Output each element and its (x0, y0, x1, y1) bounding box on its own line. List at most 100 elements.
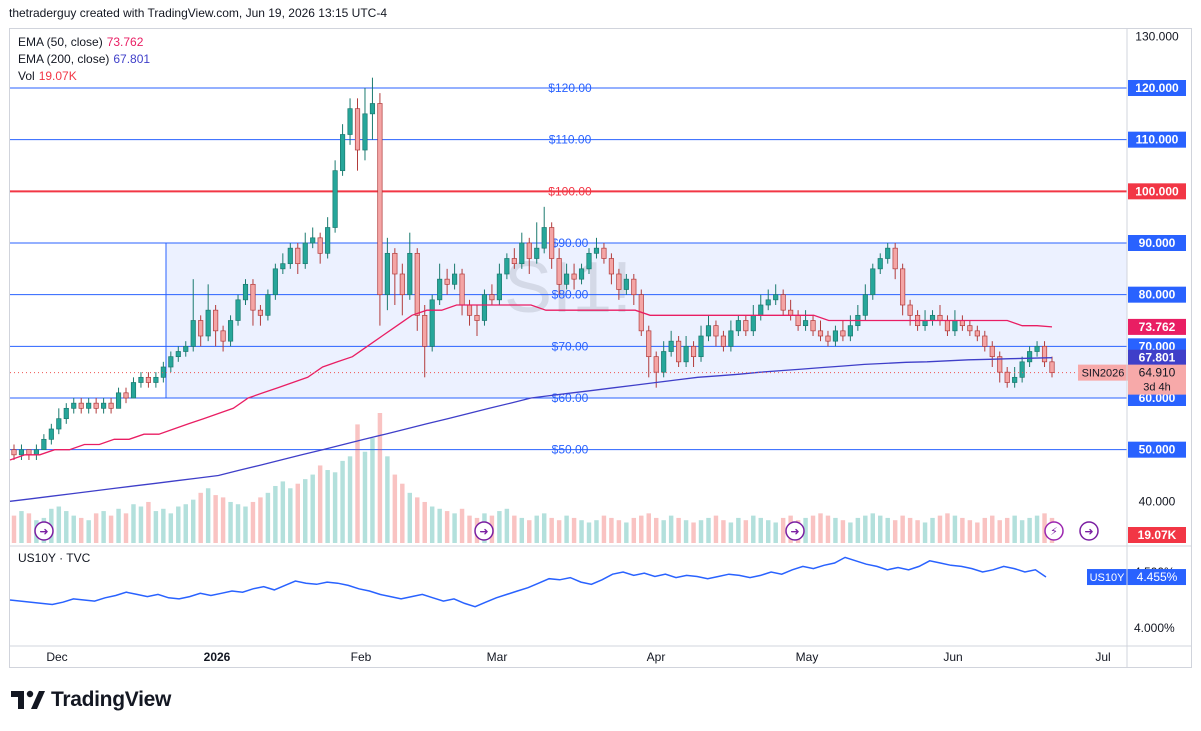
candle-body (750, 314, 756, 332)
candle-body (280, 263, 286, 270)
candle-body (41, 438, 47, 451)
volume-bar (915, 520, 920, 543)
candle-body (123, 392, 129, 399)
candle-body (511, 258, 517, 265)
candle-body (325, 227, 331, 254)
volume-bar (773, 522, 778, 543)
chart-header: thetraderguy created with TradingView.co… (9, 6, 387, 20)
volume-bar (429, 506, 435, 543)
candle-body (250, 283, 256, 311)
candle-body (459, 273, 465, 306)
volume-bar (332, 472, 338, 543)
volume-bar (198, 492, 203, 543)
volume-bar (713, 515, 719, 543)
ema50-line (9, 304, 1053, 461)
volume-bar (848, 522, 853, 543)
candle-body (668, 340, 674, 352)
candle-body (937, 314, 943, 321)
volume-bar (11, 515, 17, 543)
ema200-legend[interactable]: EMA (200, close) 67.801 (18, 51, 150, 68)
ema50-legend[interactable]: EMA (50, close) 73.762 (18, 34, 143, 51)
candle-body (429, 299, 435, 347)
candle-body (220, 330, 226, 342)
symbol-badge (1078, 364, 1128, 381)
volume-bar (758, 517, 763, 543)
tradingview-logo[interactable]: TradingView (11, 688, 171, 712)
candle-body (623, 278, 629, 290)
volume-bar (990, 515, 995, 543)
volume-bar (892, 520, 898, 543)
volume-bar (123, 513, 129, 543)
y-tick-label-130: 130.000 (1135, 29, 1179, 43)
candle-body (437, 278, 443, 301)
candle-body (683, 345, 689, 363)
arrow-marker-icon (1079, 521, 1099, 541)
vol-legend[interactable]: Vol 19.07K (18, 68, 77, 85)
y-tick-label-50: 50.000 (1139, 443, 1176, 457)
candle-body (108, 402, 114, 409)
volume-bar (101, 511, 106, 543)
volume-bar (751, 515, 756, 543)
x-tick-label-jul: Jul (1095, 650, 1110, 664)
header-text: thetraderguy created with TradingView.co… (9, 6, 387, 20)
volume-bar (922, 522, 928, 543)
ema200-line (9, 357, 1053, 502)
candle-body (631, 278, 637, 296)
candle-body (519, 242, 525, 265)
us10y-line (9, 556, 1047, 608)
volume-bar (190, 499, 196, 543)
candle-body (840, 330, 846, 337)
candle-body (862, 294, 868, 316)
candle-body (735, 320, 741, 332)
volume-bar (377, 413, 383, 543)
volume-badge-value: 19.07K (1138, 528, 1177, 542)
volume-bar (400, 483, 405, 543)
level-label-120: $120.00 (548, 81, 592, 95)
volume-bar (863, 515, 868, 543)
candle-body (758, 304, 764, 316)
ema200-badge-value: 67.801 (1139, 351, 1176, 365)
volume-bar (26, 513, 32, 543)
volume-bar (668, 515, 674, 543)
candle-body (989, 345, 995, 358)
candle-body (1012, 376, 1018, 383)
volume-bar (146, 501, 151, 543)
tradingview-logo-icon (11, 690, 45, 709)
lightning-icon (1044, 521, 1064, 541)
volume-bar (870, 513, 876, 543)
candle-body (242, 283, 249, 301)
candle-body (26, 449, 32, 456)
volume-bar (86, 520, 91, 543)
volume-bar (818, 513, 823, 543)
candle-body (698, 335, 704, 358)
last-price-badge (1128, 364, 1186, 395)
volume-bar (138, 506, 144, 543)
volume-bar (601, 515, 607, 543)
us10y-legend-label: US10Y · TVC (18, 551, 91, 565)
candle-body (56, 418, 62, 430)
ema50-legend-label: EMA (50, close) (18, 35, 103, 49)
candle-body (474, 314, 480, 321)
volume-bar (549, 517, 554, 543)
candle-body (1004, 371, 1010, 383)
volume-bar (407, 492, 413, 543)
candle-body (1034, 345, 1040, 352)
candle-body (317, 237, 323, 254)
volume-bar (64, 511, 69, 543)
candle-body (145, 376, 151, 383)
arrow-glyph: ➜ (479, 525, 488, 538)
candle-body (496, 273, 502, 301)
volume-bar (646, 513, 651, 543)
volume-bar (1004, 517, 1010, 543)
candle-body (78, 402, 84, 409)
candle-body (213, 309, 219, 332)
us10y-value-badge (1128, 569, 1186, 586)
candle-body (720, 335, 726, 347)
us10y-tick-bottom: 4.000% (1134, 621, 1175, 635)
us10y-legend[interactable]: US10Y · TVC (18, 551, 90, 565)
volume-bar (736, 517, 741, 543)
volume-bar (1012, 515, 1017, 543)
candle-body (892, 247, 898, 270)
volume-bar (930, 517, 935, 543)
